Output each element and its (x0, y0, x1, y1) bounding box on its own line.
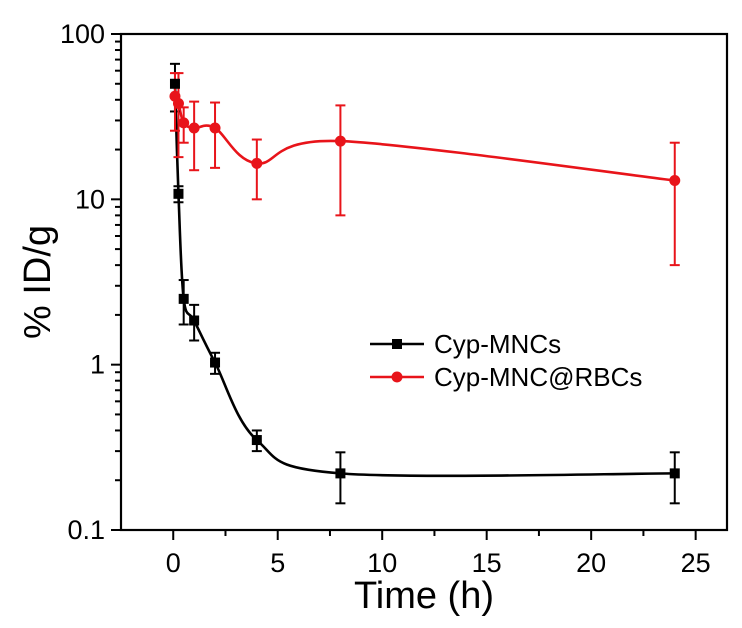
data-point-cyp-mnc-rbcs (178, 117, 190, 129)
x-tick-label: 25 (681, 548, 711, 578)
fit-curve-cyp-mncs (173, 83, 675, 478)
y-tick-label: 1 (90, 350, 105, 380)
x-tick-label: 10 (367, 548, 397, 578)
legend-label-cyp-mnc-rbcs: Cyp-MNC@RBCs (434, 362, 642, 392)
legend: Cyp-MNCs Cyp-MNC@RBCs (370, 329, 642, 392)
data-point-cyp-mncs (189, 315, 200, 326)
x-tick-label: 0 (166, 548, 181, 578)
legend-marker-cyp-mnc-rbcs (391, 371, 403, 383)
error-bars (169, 62, 680, 505)
legend-marker-cyp-mncs (392, 339, 402, 349)
data-point-cyp-mncs (169, 78, 180, 89)
data-point-cyp-mnc-rbcs (172, 97, 184, 109)
y-tick-label: 0.1 (67, 515, 105, 545)
y-tick-label: 100 (60, 19, 105, 49)
data-point-cyp-mncs (173, 188, 184, 199)
x-tick-label: 5 (270, 548, 285, 578)
y-axis-ticks: 0.1 1 10 100 (60, 19, 121, 545)
data-markers (169, 78, 681, 479)
data-point-cyp-mnc-rbcs (334, 135, 346, 147)
data-point-cyp-mncs (251, 435, 262, 446)
x-axis-ticks: 0 5 10 15 20 25 (166, 530, 711, 578)
data-point-cyp-mncs (669, 468, 680, 479)
fit-curves (173, 83, 675, 478)
data-point-cyp-mnc-rbcs (669, 174, 681, 186)
data-point-cyp-mnc-rbcs (209, 122, 221, 134)
x-tick-label: 20 (576, 548, 606, 578)
data-point-cyp-mnc-rbcs (188, 122, 200, 134)
x-axis-title: Time (h) (354, 575, 494, 617)
data-point-cyp-mncs (178, 293, 189, 304)
data-point-cyp-mncs (335, 468, 346, 479)
y-tick-label: 10 (75, 184, 105, 214)
legend-label-cyp-mncs: Cyp-MNCs (434, 329, 561, 359)
x-tick-label: 15 (472, 548, 502, 578)
data-point-cyp-mncs (210, 357, 221, 368)
data-point-cyp-mnc-rbcs (251, 157, 263, 169)
y-axis-title: % ID/g (17, 225, 59, 339)
plot-frame (119, 32, 729, 532)
fit-curve-cyp-mnc-rbcs (173, 95, 675, 182)
